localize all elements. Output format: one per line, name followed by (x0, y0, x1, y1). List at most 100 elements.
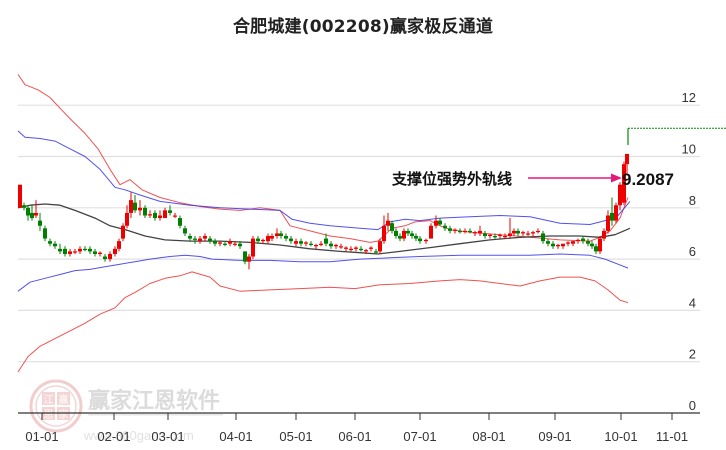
candle-down (188, 233, 192, 242)
candle-down (143, 205, 147, 219)
candle-down (546, 238, 550, 247)
y-tick-label: 4 (689, 295, 696, 310)
candle-down (590, 241, 594, 249)
candle-down (48, 238, 52, 247)
x-tick-label: 09-01 (538, 429, 571, 444)
x-tick-label: 07-01 (403, 429, 436, 444)
candle-up (314, 243, 318, 249)
candle-down (238, 241, 242, 249)
candle-down (193, 236, 197, 244)
candle-up (382, 215, 386, 244)
candle-down (516, 228, 520, 237)
candle-up (117, 238, 121, 252)
svg-text:赢: 赢 (59, 393, 69, 406)
candle-up (233, 241, 237, 247)
candle-up (73, 248, 77, 254)
candle-down (26, 205, 30, 221)
candle-up (364, 248, 368, 254)
inner-lower-line (17, 253, 629, 292)
candle-down (178, 215, 182, 229)
candle-up (478, 225, 482, 237)
candle-up (498, 233, 502, 239)
candle-down (374, 248, 378, 254)
candle-down (88, 246, 92, 254)
candle-up (98, 251, 102, 257)
candle-down (324, 233, 328, 247)
candle-down (359, 246, 363, 252)
candle-up (125, 205, 129, 229)
candle-up (386, 212, 390, 231)
candle-down (153, 210, 157, 221)
annotation: 支撑位强势外轨线 9.2087 (391, 170, 674, 189)
x-tick-label: 01-01 (25, 429, 58, 444)
candle-up (618, 182, 622, 211)
candle-up (247, 253, 251, 270)
candle-down (284, 233, 288, 242)
candle-down (418, 236, 422, 244)
chart-title: 合肥城建(002208)赢家极反通道 (232, 17, 494, 37)
candle-up (108, 251, 112, 262)
svg-text:家: 家 (59, 408, 69, 421)
x-tick-label: 06-01 (338, 429, 371, 444)
candle-up (121, 223, 125, 242)
candle-down (458, 228, 462, 234)
candle-up (571, 241, 575, 247)
outer-upper-line (17, 74, 629, 243)
candle-down (468, 228, 472, 234)
y-tick-label: 8 (689, 193, 696, 208)
candle-down (414, 233, 418, 242)
watermark-brand: 赢家江恩软件 (88, 388, 220, 414)
x-tick-label: 04-01 (219, 429, 252, 444)
candle-up (304, 241, 308, 247)
candle-down (586, 238, 590, 247)
candle-down (483, 230, 487, 239)
candle-up (319, 241, 323, 247)
arrow-right-icon (611, 173, 622, 183)
candle-up (163, 207, 167, 219)
candle-up (339, 243, 343, 249)
candlesticks (18, 153, 629, 270)
candle-down (493, 233, 497, 239)
x-tick-label: 03-01 (151, 429, 184, 444)
candle-down (183, 225, 187, 237)
candle-up (158, 210, 162, 221)
candle-down (53, 241, 57, 249)
candle-up (576, 238, 580, 244)
candle-down (208, 236, 212, 244)
candle-up (434, 215, 438, 229)
annotation-label: 支撑位强势外轨线 (391, 170, 512, 188)
candle-up (228, 238, 232, 247)
candle-down (168, 205, 172, 216)
candle-down (30, 205, 34, 221)
candle-up (261, 238, 265, 244)
candle-down (541, 230, 545, 244)
x-tick-label: 08-01 (472, 429, 505, 444)
candle-up (270, 233, 274, 242)
x-axis-ticks: 01-01 02-01 03-01 04-01 05-01 06-01 07-01 08-01… (25, 413, 688, 444)
y-tick-label: 10 (682, 142, 696, 157)
annotation-value: 9.2087 (622, 170, 674, 189)
candle-up (614, 202, 618, 224)
candle-down (63, 246, 67, 257)
x-tick-label: 10-01 (604, 429, 637, 444)
candle-down (213, 238, 217, 247)
candle-up (598, 236, 602, 254)
candle-up (536, 228, 540, 234)
candle-up (488, 233, 492, 239)
candle-up (68, 248, 72, 257)
y-axis-ticks: 0 2 4 6 8 10 12 (682, 90, 696, 413)
candle-down (83, 246, 87, 252)
candle-down (438, 218, 442, 226)
candle-down (43, 225, 47, 242)
candle-up (512, 228, 516, 237)
candle-up (556, 243, 560, 249)
svg-text:江: 江 (44, 394, 54, 406)
candle-up (294, 238, 298, 247)
candle-up (429, 223, 433, 239)
candle-down (309, 241, 313, 247)
candle-down (93, 248, 97, 257)
candle-down (256, 236, 260, 244)
candle-down (38, 212, 42, 231)
candle-up (78, 246, 82, 254)
